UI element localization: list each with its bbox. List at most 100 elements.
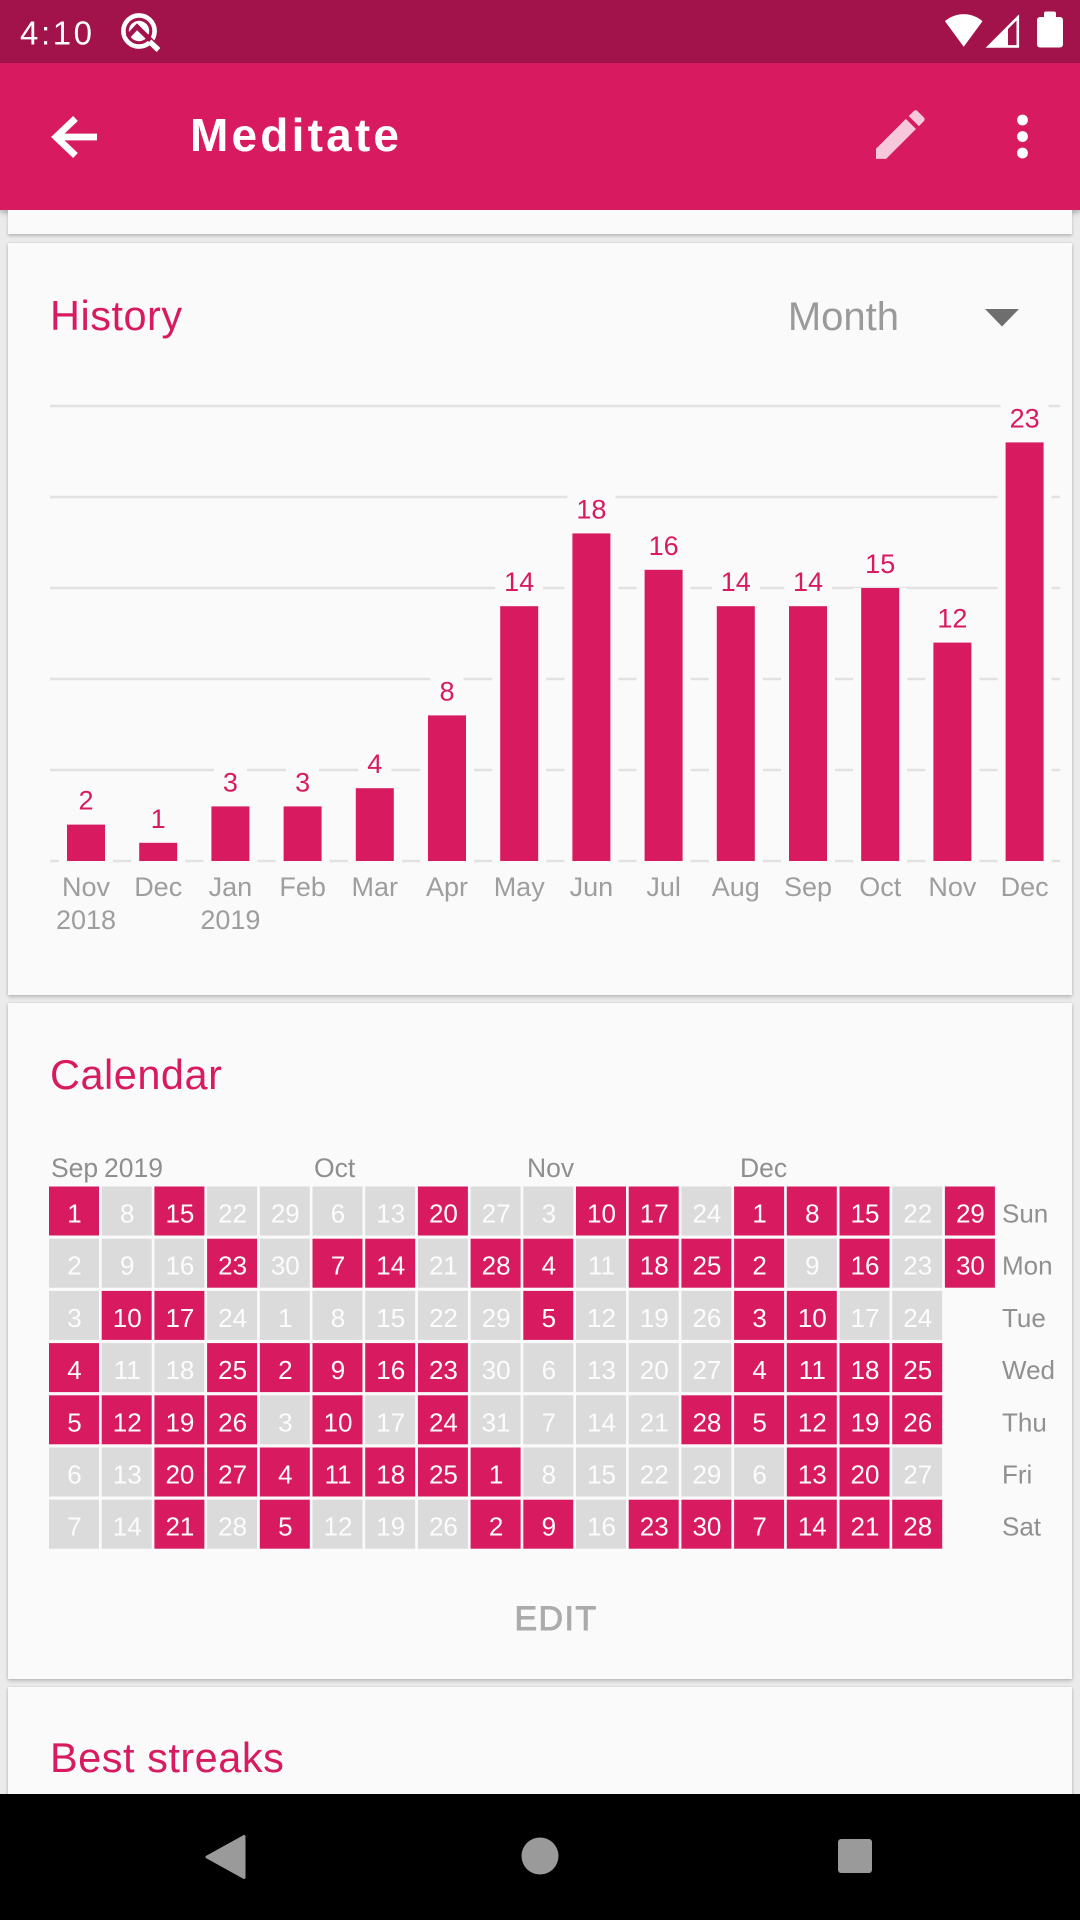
svg-text:17: 17 (851, 1303, 880, 1333)
svg-text:3: 3 (223, 767, 238, 797)
svg-text:14: 14 (721, 567, 751, 597)
svg-text:2018: 2018 (56, 905, 116, 935)
svg-text:31: 31 (482, 1407, 511, 1437)
svg-text:11: 11 (114, 1355, 141, 1385)
svg-text:27: 27 (692, 1355, 721, 1385)
svg-text:26: 26 (692, 1303, 721, 1333)
svg-text:11: 11 (799, 1355, 826, 1385)
svg-text:2: 2 (67, 1251, 81, 1281)
svg-text:6: 6 (67, 1460, 81, 1490)
svg-text:16: 16 (587, 1512, 616, 1542)
svg-text:8: 8 (120, 1199, 134, 1229)
svg-text:23: 23 (903, 1251, 932, 1281)
svg-text:22: 22 (218, 1199, 247, 1229)
svg-text:13: 13 (587, 1355, 616, 1385)
svg-text:24: 24 (429, 1407, 458, 1437)
svg-text:5: 5 (752, 1407, 766, 1437)
svg-text:19: 19 (165, 1407, 194, 1437)
svg-text:26: 26 (218, 1407, 247, 1437)
svg-text:14: 14 (798, 1512, 827, 1542)
svg-text:10: 10 (587, 1199, 616, 1229)
svg-text:11: 11 (588, 1251, 615, 1281)
svg-text:8: 8 (805, 1199, 819, 1229)
svg-text:21: 21 (429, 1251, 458, 1281)
svg-text:14: 14 (793, 567, 823, 597)
svg-text:8: 8 (542, 1460, 556, 1490)
svg-text:27: 27 (903, 1460, 932, 1490)
svg-text:Feb: Feb (279, 872, 326, 902)
svg-text:4: 4 (278, 1460, 292, 1490)
svg-text:5: 5 (542, 1303, 556, 1333)
svg-text:19: 19 (376, 1512, 405, 1542)
svg-text:Sep: Sep (51, 1153, 98, 1183)
svg-text:2019: 2019 (200, 905, 260, 935)
svg-text:Dec: Dec (1001, 872, 1049, 902)
svg-text:Nov: Nov (928, 872, 977, 902)
svg-text:Fri: Fri (1002, 1460, 1032, 1490)
svg-text:20: 20 (429, 1199, 458, 1229)
svg-text:13: 13 (113, 1460, 142, 1490)
svg-text:Oct: Oct (314, 1153, 356, 1183)
svg-text:3: 3 (278, 1407, 292, 1437)
svg-text:Apr: Apr (426, 872, 468, 902)
svg-text:Tue: Tue (1002, 1303, 1046, 1333)
svg-text:15: 15 (587, 1460, 616, 1490)
svg-text:30: 30 (482, 1355, 511, 1385)
svg-text:Wed: Wed (1002, 1355, 1055, 1385)
svg-text:22: 22 (429, 1303, 458, 1333)
svg-text:28: 28 (482, 1251, 511, 1281)
svg-text:1: 1 (489, 1460, 503, 1490)
svg-text:18: 18 (376, 1460, 405, 1490)
svg-text:13: 13 (376, 1199, 405, 1229)
svg-text:Mon: Mon (1002, 1251, 1053, 1281)
svg-text:Meditate: Meditate (190, 109, 402, 161)
svg-text:18: 18 (576, 494, 606, 524)
svg-text:10: 10 (324, 1407, 353, 1437)
svg-text:28: 28 (903, 1512, 932, 1542)
svg-text:Oct: Oct (859, 872, 902, 902)
svg-text:14: 14 (504, 567, 534, 597)
svg-text:15: 15 (865, 549, 895, 579)
svg-text:Dec: Dec (134, 872, 182, 902)
svg-text:18: 18 (165, 1355, 194, 1385)
svg-text:6: 6 (331, 1199, 345, 1229)
svg-text:May: May (494, 872, 546, 902)
svg-text:13: 13 (798, 1460, 827, 1490)
svg-text:10: 10 (113, 1303, 142, 1333)
svg-text:Nov: Nov (62, 872, 111, 902)
svg-text:14: 14 (376, 1251, 405, 1281)
svg-text:15: 15 (851, 1199, 880, 1229)
svg-text:12: 12 (324, 1512, 353, 1542)
svg-text:3: 3 (295, 767, 310, 797)
svg-text:Sat: Sat (1002, 1512, 1042, 1542)
svg-text:27: 27 (482, 1199, 511, 1229)
svg-text:4: 4 (67, 1355, 81, 1385)
svg-text:2: 2 (78, 786, 93, 816)
svg-text:23: 23 (429, 1355, 458, 1385)
svg-text:25: 25 (429, 1460, 458, 1490)
svg-text:5: 5 (278, 1512, 292, 1542)
svg-text:23: 23 (1010, 403, 1040, 433)
svg-text:22: 22 (903, 1199, 932, 1229)
svg-text:9: 9 (542, 1512, 556, 1542)
svg-text:11: 11 (325, 1460, 352, 1490)
svg-text:Best streaks: Best streaks (50, 1734, 284, 1781)
svg-text:4:10: 4:10 (20, 15, 95, 52)
svg-text:1: 1 (278, 1303, 292, 1333)
svg-text:26: 26 (429, 1512, 458, 1542)
svg-text:6: 6 (752, 1460, 766, 1490)
svg-text:27: 27 (218, 1460, 247, 1490)
svg-text:24: 24 (218, 1303, 247, 1333)
svg-text:Calendar: Calendar (50, 1051, 222, 1098)
svg-text:29: 29 (482, 1303, 511, 1333)
svg-text:1: 1 (752, 1199, 766, 1229)
svg-text:18: 18 (640, 1251, 669, 1281)
svg-text:Nov: Nov (527, 1153, 575, 1183)
svg-text:25: 25 (903, 1355, 932, 1385)
svg-text:Jun: Jun (570, 872, 614, 902)
svg-text:8: 8 (439, 676, 454, 706)
svg-text:7: 7 (67, 1512, 81, 1542)
svg-text:Dec: Dec (740, 1153, 787, 1183)
svg-text:14: 14 (113, 1512, 142, 1542)
svg-text:17: 17 (640, 1199, 669, 1229)
